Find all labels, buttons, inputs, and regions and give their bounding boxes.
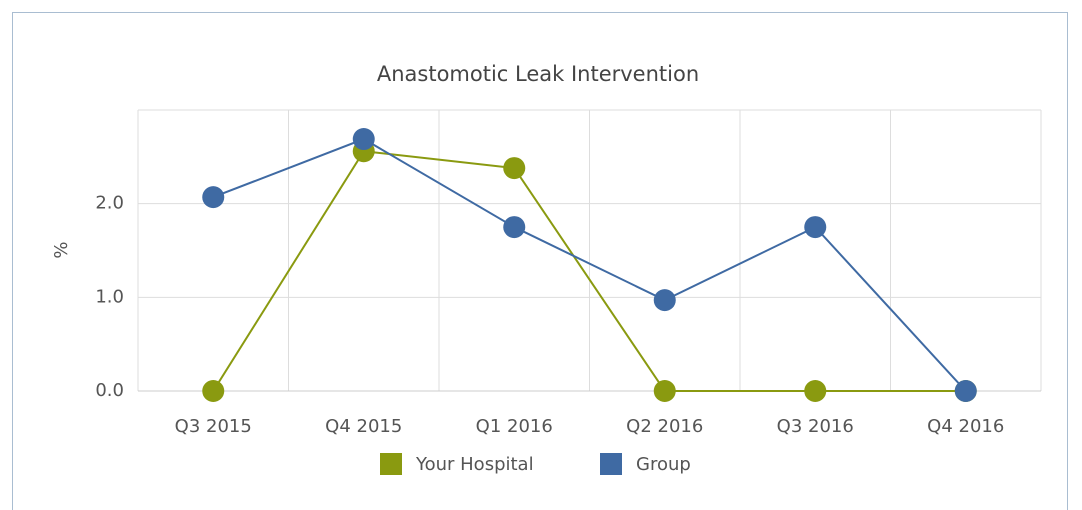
series-line	[212, 150, 966, 392]
x-tick-label: Q1 2016	[476, 416, 553, 437]
y-tick-label: 2.0	[95, 193, 124, 214]
data-point	[804, 380, 827, 402]
data-point	[954, 380, 977, 402]
data-point	[653, 380, 676, 402]
data-point	[352, 128, 375, 151]
data-point	[804, 216, 827, 239]
legend-label: Your Hospital	[415, 454, 534, 475]
y-tick-label: 0.0	[95, 380, 124, 401]
legend-label: Group	[636, 454, 691, 475]
chart-title: Anastomotic Leak Intervention	[377, 62, 699, 86]
x-tick-label: Q2 2016	[626, 416, 703, 437]
data-point	[202, 186, 225, 209]
data-point	[503, 157, 526, 180]
x-tick-label: Q3 2016	[777, 416, 854, 437]
legend-swatch	[600, 453, 622, 475]
data-point	[653, 289, 676, 312]
frame	[12, 12, 1068, 510]
y-axis-label: %	[51, 241, 72, 258]
legend-swatch	[380, 453, 402, 475]
x-tick-label: Q3 2015	[175, 416, 252, 437]
series-line	[212, 137, 967, 392]
y-tick-label: 1.0	[95, 286, 124, 307]
x-tick-label: Q4 2016	[927, 416, 1004, 437]
data-point	[503, 216, 526, 239]
x-tick-label: Q4 2015	[325, 416, 402, 437]
data-point	[202, 380, 225, 402]
